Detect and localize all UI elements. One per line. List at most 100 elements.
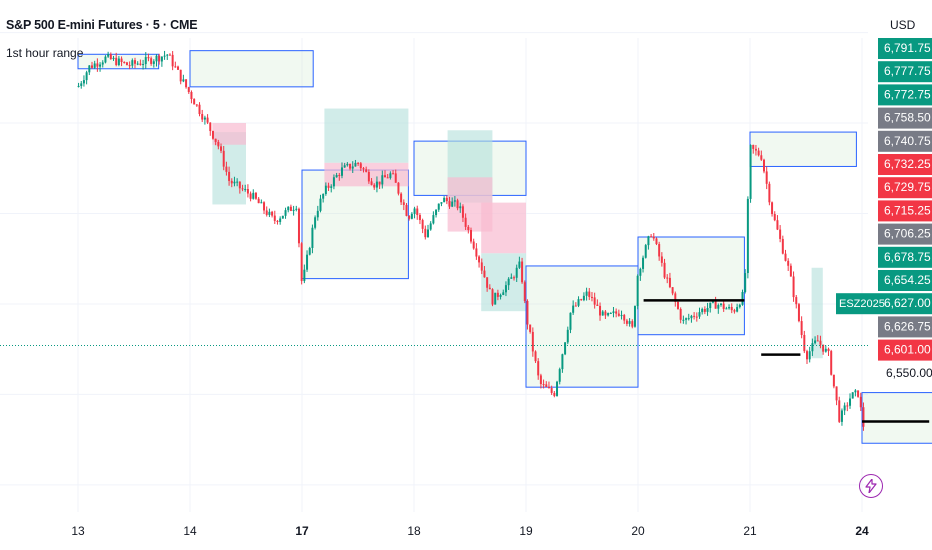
candle-body [679, 308, 682, 320]
candle-body [397, 182, 400, 194]
candle-body [405, 204, 408, 216]
price-label-box [878, 339, 932, 361]
price-label: 6,706.25 [884, 227, 931, 241]
range-box [749, 131, 857, 167]
price-label-box [878, 293, 932, 315]
candle-body [217, 141, 220, 147]
red-zone [212, 123, 246, 145]
candle-body [542, 384, 545, 386]
candle-body [375, 181, 378, 188]
candle-body [448, 201, 451, 207]
candle-body [682, 319, 685, 321]
candle-body [276, 220, 279, 222]
candle-body [615, 311, 618, 314]
range-box [861, 392, 932, 444]
candle-body [99, 64, 102, 67]
candle-body [187, 87, 190, 93]
candle-body [77, 85, 80, 87]
range-box [301, 169, 409, 280]
x-tick-label: 21 [743, 524, 757, 538]
x-tick-label: 13 [71, 524, 85, 538]
candle-body [733, 310, 736, 312]
candle-body [534, 351, 537, 362]
candle-body [373, 184, 376, 188]
candle-body [263, 202, 266, 211]
candle-body [620, 315, 623, 317]
candle-body [322, 193, 325, 199]
candle-body [827, 348, 830, 352]
candle-body [486, 277, 489, 288]
price-label-box [878, 246, 932, 268]
candle-body [101, 62, 104, 65]
candle-body [652, 236, 655, 239]
candle-body [843, 405, 846, 411]
candle-body [475, 248, 478, 257]
candle-body [316, 210, 319, 218]
candle-body [378, 181, 381, 185]
candle-body [862, 407, 865, 427]
candle-body [690, 315, 693, 319]
lightning-icon[interactable] [859, 474, 883, 498]
range-box [189, 50, 314, 88]
candle-body [609, 312, 612, 314]
candle-body [182, 79, 185, 82]
candle-body [300, 243, 303, 282]
candle-body [451, 201, 454, 207]
candle-body [714, 301, 717, 309]
candle-body [209, 122, 212, 132]
candle-body [193, 99, 196, 105]
candle-body [480, 262, 483, 271]
candle-body [158, 55, 161, 62]
price-label-box [878, 107, 932, 129]
candle-body [163, 55, 166, 57]
candle-body [289, 206, 292, 211]
candle-body [754, 148, 757, 151]
price-axis[interactable]: 6,791.75 6,777.75 6,772.75 6,758.50 6,740.75… [836, 38, 932, 380]
x-tick-label: 17 [295, 524, 309, 538]
candle-body [96, 63, 99, 67]
currency-label[interactable]: USD [890, 18, 916, 32]
candle-body [706, 308, 709, 312]
indicator-name[interactable]: 1st hour range [6, 46, 84, 60]
candle-body [719, 303, 722, 306]
candle-body [510, 277, 513, 279]
candle-body [776, 220, 779, 230]
candle-body [91, 65, 93, 68]
candle-body [80, 83, 83, 86]
candle-body [746, 198, 749, 274]
candle-body [709, 302, 712, 309]
candle-body [814, 340, 817, 344]
candle-body [171, 54, 174, 67]
candle-body [357, 162, 360, 164]
candle-body [82, 80, 85, 84]
candle-body [725, 308, 728, 310]
candle-body [569, 312, 572, 330]
candle-body [297, 208, 300, 244]
candle-body [655, 238, 658, 245]
candle-body [400, 193, 403, 203]
candle-body [107, 54, 110, 57]
candle-body [429, 223, 432, 230]
candle-body [800, 321, 803, 335]
price-label: 6,740.75 [884, 134, 931, 148]
candle-body [470, 230, 473, 242]
candle-body [85, 72, 88, 81]
candle-body [386, 177, 389, 179]
candle-body [437, 203, 440, 210]
candle-body [273, 215, 276, 221]
candle-body [658, 244, 661, 257]
x-tick-label: 19 [519, 524, 533, 538]
candle-body [306, 254, 309, 270]
candle-body [214, 138, 217, 142]
candle-body [730, 306, 733, 311]
price-label-box [878, 270, 932, 291]
candle-body [198, 104, 201, 115]
candle-body [268, 211, 271, 215]
candle-body [625, 320, 628, 324]
price-label: 6,626.75 [884, 319, 931, 333]
price-label: 6,758.50 [884, 111, 931, 125]
candle-body [642, 257, 645, 269]
candle-body [639, 268, 642, 276]
candle-body [131, 60, 134, 66]
